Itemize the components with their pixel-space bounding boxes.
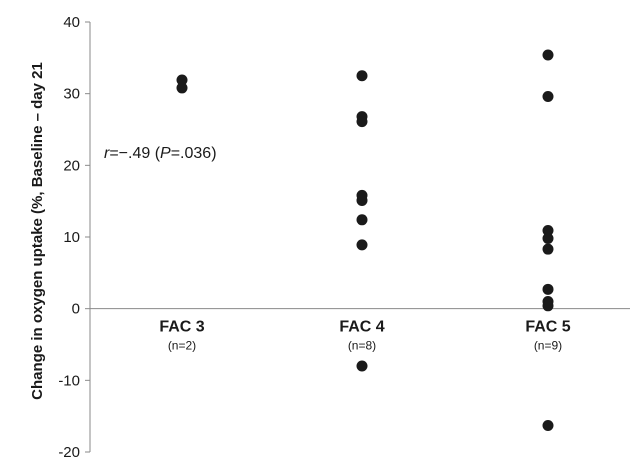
data-point <box>176 74 188 86</box>
data-point <box>356 70 368 82</box>
x-category-label: FAC 5 <box>525 319 570 336</box>
data-point <box>542 232 554 244</box>
y-tick-label: 0 <box>72 301 80 318</box>
data-point <box>176 82 188 94</box>
y-axis: -20 -10 0 10 20 30 40 <box>58 14 91 461</box>
y-tick-label: 20 <box>63 157 80 174</box>
data-point <box>542 225 554 237</box>
y-tick-label: -10 <box>58 372 80 389</box>
y-tick-label: 40 <box>63 14 80 31</box>
data-point <box>542 243 554 255</box>
correlation-annotation: r=−.49 (P=.036) <box>104 145 217 162</box>
x-category-sublabel: (n=9) <box>534 339 562 353</box>
data-point <box>542 91 554 103</box>
y-tick-label: -20 <box>58 444 80 461</box>
p-value: =.036) <box>171 145 217 162</box>
x-category-label: FAC 4 <box>339 319 384 336</box>
y-tick-label: 30 <box>63 86 80 103</box>
data-point <box>356 194 368 206</box>
r-value: =−.49 ( <box>109 145 160 162</box>
data-point <box>356 214 368 226</box>
data-point <box>356 116 368 128</box>
p-symbol: P <box>160 145 171 162</box>
x-axis: FAC 3 (n=2) FAC 4 (n=8) FAC 5 (n=9) <box>90 308 630 353</box>
x-category-sublabel: (n=8) <box>348 339 376 353</box>
x-category-sublabel: (n=2) <box>168 339 196 353</box>
data-point <box>542 419 554 431</box>
x-category-label: FAC 3 <box>159 319 204 336</box>
data-point <box>356 239 368 251</box>
data-point <box>542 300 554 312</box>
r-symbol: r <box>104 145 110 162</box>
y-axis-label: Change in oxygen uptake (%, Baseline – d… <box>29 62 46 400</box>
data-point <box>542 49 554 61</box>
data-point <box>542 283 554 295</box>
data-points <box>176 49 554 431</box>
y-tick-label: 10 <box>63 229 80 246</box>
data-point <box>356 360 368 372</box>
